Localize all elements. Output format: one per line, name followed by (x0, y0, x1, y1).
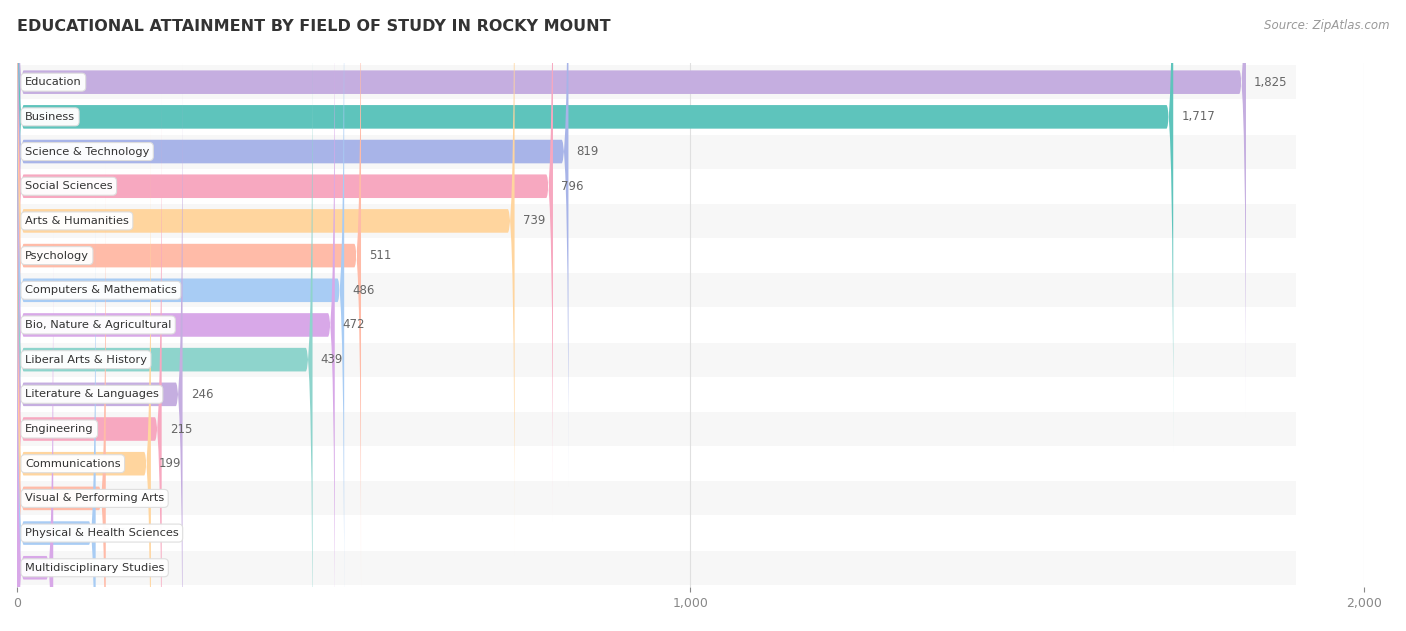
FancyBboxPatch shape (17, 0, 1173, 452)
Bar (0, 100, 1296, 134)
FancyBboxPatch shape (17, 94, 162, 631)
FancyBboxPatch shape (17, 163, 105, 631)
Text: Liberal Arts & History: Liberal Arts & History (25, 355, 148, 365)
Text: 819: 819 (576, 145, 599, 158)
Text: 439: 439 (321, 353, 343, 366)
Bar (0, 65, 1296, 99)
FancyBboxPatch shape (17, 59, 183, 631)
Text: 472: 472 (343, 319, 366, 331)
Text: EDUCATIONAL ATTAINMENT BY FIELD OF STUDY IN ROCKY MOUNT: EDUCATIONAL ATTAINMENT BY FIELD OF STUDY… (17, 19, 610, 34)
Bar (0, 516, 1296, 550)
Text: 117: 117 (104, 527, 127, 540)
Text: 132: 132 (114, 492, 136, 505)
Bar (0, 412, 1296, 446)
FancyBboxPatch shape (17, 25, 312, 631)
Text: Science & Technology: Science & Technology (25, 146, 149, 156)
FancyBboxPatch shape (17, 0, 335, 631)
FancyBboxPatch shape (17, 0, 361, 591)
Text: 486: 486 (353, 284, 374, 297)
Bar (0, 377, 1296, 411)
FancyBboxPatch shape (17, 0, 553, 521)
Bar (0, 239, 1296, 273)
Text: Visual & Performing Arts: Visual & Performing Arts (25, 493, 165, 504)
Bar (0, 273, 1296, 307)
Text: Communications: Communications (25, 459, 121, 469)
Text: 511: 511 (370, 249, 391, 262)
Text: 739: 739 (523, 215, 546, 227)
Text: Education: Education (25, 77, 82, 87)
Text: Social Sciences: Social Sciences (25, 181, 112, 191)
FancyBboxPatch shape (17, 0, 568, 487)
Bar (0, 308, 1296, 342)
FancyBboxPatch shape (17, 0, 1246, 417)
Text: Engineering: Engineering (25, 424, 94, 434)
FancyBboxPatch shape (17, 198, 96, 631)
Text: 215: 215 (170, 423, 193, 435)
FancyBboxPatch shape (17, 0, 344, 625)
Bar (0, 551, 1296, 585)
Text: 796: 796 (561, 180, 583, 192)
FancyBboxPatch shape (17, 129, 150, 631)
Text: 199: 199 (159, 457, 181, 470)
Text: Computers & Mathematics: Computers & Mathematics (25, 285, 177, 295)
FancyBboxPatch shape (17, 0, 515, 556)
Bar (0, 204, 1296, 238)
Text: Source: ZipAtlas.com: Source: ZipAtlas.com (1264, 19, 1389, 32)
Text: 246: 246 (191, 388, 214, 401)
Text: Arts & Humanities: Arts & Humanities (25, 216, 129, 226)
Bar (0, 169, 1296, 203)
Bar (0, 343, 1296, 377)
Text: 54: 54 (62, 561, 76, 574)
Bar (0, 447, 1296, 481)
Text: 1,717: 1,717 (1181, 110, 1215, 123)
Text: Business: Business (25, 112, 75, 122)
Text: Physical & Health Sciences: Physical & Health Sciences (25, 528, 179, 538)
Text: Psychology: Psychology (25, 251, 89, 261)
FancyBboxPatch shape (17, 233, 53, 631)
Text: 1,825: 1,825 (1254, 76, 1288, 89)
Text: Bio, Nature & Agricultural: Bio, Nature & Agricultural (25, 320, 172, 330)
Text: Multidisciplinary Studies: Multidisciplinary Studies (25, 563, 165, 573)
Bar (0, 134, 1296, 168)
Text: Literature & Languages: Literature & Languages (25, 389, 159, 399)
Bar (0, 481, 1296, 516)
